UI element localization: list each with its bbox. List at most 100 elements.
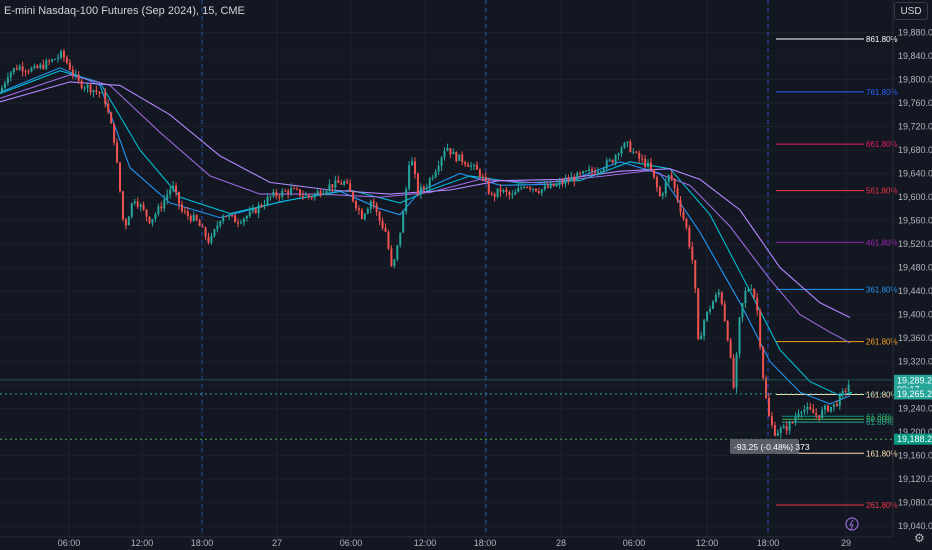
moving-average-line (0, 67, 851, 405)
candle-body (257, 205, 260, 214)
candle-body (493, 194, 496, 197)
candle-body (561, 181, 564, 184)
price-tick-label: 19,320.00 (898, 357, 932, 367)
candle-body (588, 169, 591, 172)
candle-body (411, 161, 414, 166)
moving-average-line (0, 74, 851, 344)
candle-body (638, 152, 641, 159)
candle-body (449, 148, 452, 155)
candle-body (204, 227, 207, 237)
candle-body (694, 260, 697, 289)
candle-body (207, 236, 210, 243)
candle-body (210, 235, 213, 243)
candle-body (478, 169, 481, 177)
candle-body (390, 248, 393, 266)
price-tick-label: 19,640.00 (898, 169, 932, 179)
candle-body (629, 141, 632, 152)
candle-body (759, 310, 762, 348)
candle-body (797, 413, 800, 417)
candle-body (237, 222, 239, 224)
candle-body (316, 191, 319, 194)
candle-body (431, 177, 434, 179)
price-tick-label: 19,840.00 (898, 51, 932, 61)
fib-level-label: 50.00% (866, 415, 893, 424)
candle-body (290, 188, 293, 194)
candle-body (307, 194, 310, 197)
candle-body (700, 335, 703, 340)
candle-body (101, 91, 104, 94)
candle-body (284, 190, 287, 192)
candle-body (599, 171, 602, 173)
candlesticks[interactable] (1, 48, 850, 439)
candle-body (15, 68, 18, 70)
candle-body (175, 185, 178, 192)
candle-body (425, 187, 428, 189)
candle-body (378, 211, 381, 221)
price-tick-label: 19,880.00 (898, 28, 932, 38)
candle-body (402, 211, 405, 233)
price-tick-label: 19,440.00 (898, 286, 932, 296)
candle-body (189, 215, 192, 221)
settings-gear-icon[interactable]: ⚙ (914, 531, 925, 545)
price-tag-value: 19,188.25 (897, 434, 932, 444)
candle-body (121, 191, 124, 220)
price-tick-label: 19,200.00 (898, 427, 932, 437)
candle-body (349, 183, 352, 192)
candle-body (178, 191, 180, 205)
candle-body (709, 308, 711, 312)
candle-body (532, 188, 534, 190)
time-tick-label: 12:00 (414, 538, 437, 548)
candle-body (225, 216, 228, 218)
candle-body (505, 189, 508, 193)
candle-body (68, 62, 71, 70)
candle-body (60, 51, 62, 58)
candle-body (579, 172, 582, 174)
price-lines (0, 379, 893, 440)
candle-body (682, 211, 685, 219)
candle-body (794, 416, 797, 423)
candle-body (110, 112, 113, 124)
price-tick-label: 19,040.00 (898, 521, 932, 531)
candle-body (526, 187, 529, 189)
candle-body (296, 188, 298, 190)
candle-body (405, 188, 408, 212)
candle-body (691, 246, 694, 261)
fib-level-label: 261.80% (866, 338, 898, 347)
candle-body (434, 171, 437, 178)
price-tick-label: 19,720.00 (898, 122, 932, 132)
candle-body (322, 193, 325, 195)
candle-body (461, 154, 464, 163)
measure-box (730, 439, 799, 454)
time-tick-label: 06:00 (623, 538, 646, 548)
time-axis[interactable]: 06:00 12:00 18:00 27 06:00 12:00 18:00 28 06:00 1… (58, 538, 851, 548)
currency-button[interactable]: USD (894, 2, 928, 20)
measure-tool[interactable]: -93.25 (-0.48%) 373 (730, 439, 810, 454)
fibonacci-extension[interactable]: 961.80%861.80%761.80%661.80%561.80%461.8… (776, 0, 898, 510)
candle-body (216, 225, 219, 230)
candle-body (620, 147, 623, 154)
session-separators (201, 0, 769, 537)
price-tags: 19,289.2509:1719,265.2519,188.25 (894, 374, 932, 445)
candle-body (107, 104, 110, 113)
replay-icon[interactable] (845, 517, 859, 531)
grid (0, 0, 893, 537)
candle-body (428, 178, 431, 188)
candle-body (198, 220, 201, 227)
candle-body (564, 179, 567, 184)
candle-body (741, 303, 744, 318)
candle-body (408, 165, 411, 189)
candle-body (711, 301, 714, 309)
candle-body (92, 90, 95, 93)
candle-body (520, 187, 523, 189)
price-tag (894, 433, 932, 445)
candle-body (688, 227, 691, 247)
candle-body (670, 175, 673, 179)
price-axis[interactable]: 19,880.00 19,840.00 19,800.00 19,760.00 19,7… (898, 28, 932, 532)
candle-body (163, 199, 166, 209)
fib-level-label: 461.80% (866, 238, 898, 247)
candle-body (74, 74, 77, 76)
candle-body (614, 155, 617, 163)
price-tag (894, 388, 932, 400)
candle-body (51, 59, 54, 62)
